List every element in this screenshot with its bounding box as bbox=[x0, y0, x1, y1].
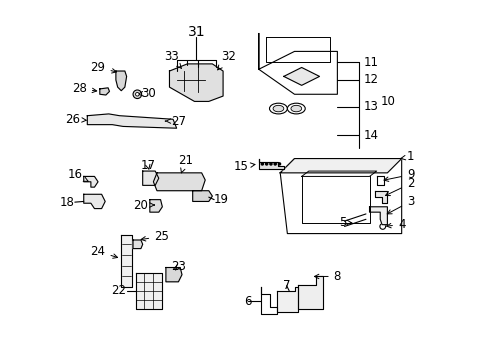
Ellipse shape bbox=[272, 105, 283, 112]
Text: 22: 22 bbox=[111, 284, 126, 297]
Text: 13: 13 bbox=[364, 100, 378, 113]
Text: 17: 17 bbox=[140, 159, 155, 172]
Polygon shape bbox=[135, 273, 162, 309]
Polygon shape bbox=[165, 267, 182, 282]
Circle shape bbox=[269, 163, 271, 165]
Text: 26: 26 bbox=[65, 113, 86, 126]
Polygon shape bbox=[258, 33, 337, 94]
Text: 9: 9 bbox=[383, 168, 413, 181]
Text: 23: 23 bbox=[171, 260, 185, 273]
Polygon shape bbox=[258, 158, 283, 169]
Polygon shape bbox=[280, 158, 401, 173]
Circle shape bbox=[274, 163, 276, 165]
Polygon shape bbox=[87, 114, 176, 128]
Polygon shape bbox=[283, 67, 319, 85]
Circle shape bbox=[133, 90, 142, 99]
Polygon shape bbox=[149, 200, 162, 212]
Polygon shape bbox=[116, 71, 126, 91]
Circle shape bbox=[265, 163, 267, 165]
Text: 8: 8 bbox=[314, 270, 340, 283]
Polygon shape bbox=[276, 287, 298, 312]
Polygon shape bbox=[169, 64, 223, 102]
Text: 4: 4 bbox=[386, 218, 405, 231]
Text: 15: 15 bbox=[233, 160, 254, 173]
Text: 7: 7 bbox=[283, 279, 290, 292]
Text: 6: 6 bbox=[244, 295, 251, 308]
Text: 28: 28 bbox=[72, 82, 97, 95]
Polygon shape bbox=[100, 88, 109, 95]
Polygon shape bbox=[374, 191, 386, 203]
Polygon shape bbox=[142, 171, 159, 185]
Polygon shape bbox=[133, 240, 142, 249]
Polygon shape bbox=[369, 207, 386, 225]
Text: 30: 30 bbox=[138, 87, 155, 100]
Text: 18: 18 bbox=[60, 195, 75, 209]
Polygon shape bbox=[280, 158, 401, 234]
Text: 20: 20 bbox=[133, 198, 154, 212]
Circle shape bbox=[135, 93, 139, 96]
Text: 12: 12 bbox=[364, 73, 378, 86]
Text: 2: 2 bbox=[385, 177, 413, 195]
Text: 31: 31 bbox=[187, 25, 204, 39]
Text: 21: 21 bbox=[178, 154, 193, 173]
Text: 25: 25 bbox=[141, 230, 169, 243]
Text: 5: 5 bbox=[338, 216, 351, 229]
Polygon shape bbox=[192, 191, 212, 202]
Polygon shape bbox=[121, 235, 132, 287]
Ellipse shape bbox=[290, 105, 301, 112]
Text: 32: 32 bbox=[217, 50, 235, 70]
Text: 24: 24 bbox=[90, 245, 117, 258]
Text: 1: 1 bbox=[400, 150, 413, 163]
Text: 33: 33 bbox=[163, 50, 181, 68]
Text: 14: 14 bbox=[364, 129, 378, 142]
Text: 27: 27 bbox=[165, 114, 185, 127]
Circle shape bbox=[278, 163, 280, 165]
Ellipse shape bbox=[287, 103, 305, 114]
Text: 16: 16 bbox=[67, 168, 88, 181]
Polygon shape bbox=[83, 176, 98, 187]
Circle shape bbox=[261, 163, 263, 165]
Text: 11: 11 bbox=[364, 55, 378, 69]
Polygon shape bbox=[153, 173, 205, 191]
Ellipse shape bbox=[269, 103, 287, 114]
Polygon shape bbox=[298, 276, 323, 309]
Polygon shape bbox=[83, 194, 105, 208]
Polygon shape bbox=[260, 287, 276, 314]
Text: 19: 19 bbox=[214, 193, 229, 206]
Text: 29: 29 bbox=[90, 61, 116, 74]
Text: 3: 3 bbox=[386, 195, 413, 214]
Text: 10: 10 bbox=[380, 95, 394, 108]
